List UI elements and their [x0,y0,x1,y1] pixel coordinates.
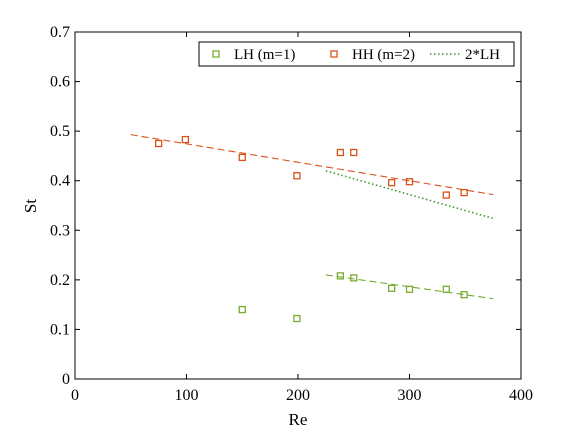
data-point-lh-m-1 [405,285,414,293]
x-tick-label: 400 [509,387,533,404]
legend-label-hh-m-2: HH (m=2) [352,47,415,63]
x-tick-label: 300 [398,387,422,404]
data-point-lh-m-1 [442,285,450,293]
data-point-hh-m-2 [442,191,450,199]
data-point-hh-m-2 [154,139,163,148]
y-tick-label: 0.3 [50,222,70,239]
data-point-lh-m-1 [460,291,468,299]
legend-swatch-hh-m-2 [330,50,338,58]
data-point-hh-m-2 [350,148,358,157]
fit-line-hh-m-2 [130,134,494,196]
y-tick-label: 0.2 [50,272,70,289]
y-axis-title: St [21,199,40,213]
y-tick-label: 0.6 [50,74,70,91]
legend-swatch-lh-m-1 [212,50,220,58]
x-axis-title: Re [289,410,308,429]
legend: LH (m=1) HH (m=2) 2*LH [198,41,515,67]
data-point-hh-m-2 [388,179,396,187]
data-point-lh-m-1 [293,314,301,323]
data-point-lh-m-1 [350,274,358,282]
data-point-hh-m-2 [293,172,301,180]
y-tick-label: 0.4 [50,173,70,190]
data-point-hh-m-2 [460,188,468,197]
x-tick-label: 100 [175,387,199,404]
series-line-2-lh [325,170,494,220]
data-point-hh-m-2 [238,153,246,162]
data-point-lh-m-1 [238,305,246,314]
y-tick-label: 0.1 [50,321,70,338]
x-tick-label: 200 [286,387,310,404]
data-point-hh-m-2 [405,178,414,186]
x-tick-label: 0 [71,387,79,404]
data-point-lh-m-1 [388,284,396,292]
fit-line-lh-m-1 [325,274,494,300]
plot-area-frame [74,31,522,380]
data-point-lh-m-1 [336,272,345,280]
data-point-hh-m-2 [181,135,190,144]
y-tick-label: 0.7 [50,24,70,41]
legend-label-lh-m-1: LH (m=1) [234,47,295,63]
data-point-hh-m-2 [336,148,345,157]
legend-label-2-lh: 2*LH [465,47,500,63]
axis-ticks: 0 100 200 300 400 0 0.1 0.2 0.3 0.4 0.5 0.6 0.7 [50,24,533,404]
y-tick-label: 0 [62,371,70,388]
y-tick-label: 0.5 [50,123,70,140]
legend-box [198,41,515,67]
